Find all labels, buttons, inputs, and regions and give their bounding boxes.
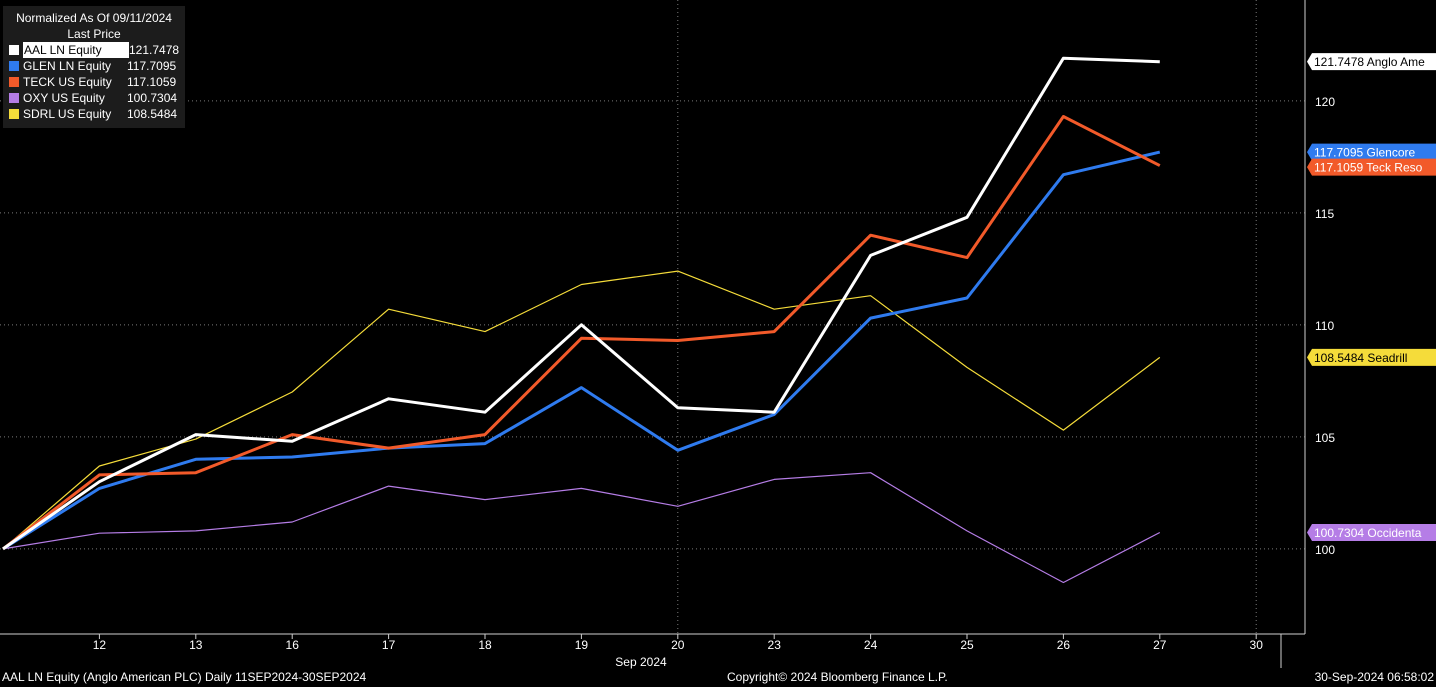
last-value-tags: 121.7478 Anglo Ame 117.7095 Glencore117.1… — [1307, 53, 1436, 542]
legend-item-sdrl[interactable]: SDRL US Equity 108.5484 — [9, 106, 179, 122]
y-tick-label-105: 105 — [1315, 431, 1335, 445]
grid-lines — [0, 0, 1305, 634]
legend-value-glen: 117.7095 — [127, 59, 177, 73]
series-line-glen — [2, 150, 1161, 551]
x-tick-label-18: 18 — [478, 638, 492, 652]
legend-header-title: Normalized As Of 09/11/2024 — [16, 11, 172, 25]
legend-value-aal: 121.7478 — [129, 43, 180, 57]
legend-name-glen: GLEN LN Equity — [23, 59, 112, 73]
value-tag-bg-glen — [1307, 143, 1436, 161]
legend-item-oxy[interactable]: OXY US Equity 100.7304 — [9, 90, 179, 106]
legend-value-sdrl: 108.5484 — [127, 107, 178, 121]
y-tick-label-100: 100 — [1315, 543, 1335, 557]
x-tick-label-27: 27 — [1153, 638, 1167, 652]
value-tag-label-teck: 117.1059 Teck Reso — [1314, 161, 1423, 175]
x-tick-label-30: 30 — [1250, 638, 1264, 652]
value-tag-label-aal: 121.7478 Anglo Ame — [1314, 55, 1425, 69]
x-tick-label-24: 24 — [864, 638, 878, 652]
series-line-teck — [2, 115, 1161, 551]
legend-name-sdrl: SDRL US Equity — [23, 107, 112, 121]
legend-name-aal: AAL LN Equity — [23, 42, 129, 58]
x-tick-label-26: 26 — [1057, 638, 1071, 652]
x-tick-label-16: 16 — [286, 638, 300, 652]
footer-timestamp: 30-Sep-2024 06:58:02 — [1314, 670, 1434, 684]
legend-name-oxy: OXY US Equity — [23, 91, 105, 105]
value-tag-label-oxy: 100.7304 Occidenta — [1314, 526, 1422, 540]
legend-item-glen[interactable]: GLEN LN Equity 117.7095 — [9, 58, 179, 74]
legend-swatch-oxy — [9, 93, 19, 103]
value-tag-bg-oxy — [1307, 524, 1436, 542]
legend-value-oxy: 100.7304 — [127, 91, 178, 105]
value-tag-bg-teck — [1307, 158, 1436, 176]
value-tag-label-glen: 117.7095 Glencore — [1314, 146, 1416, 160]
series-lines — [2, 56, 1161, 584]
legend-value-teck: 117.1059 — [127, 75, 177, 89]
legend-panel: Normalized As Of 09/11/2024 Last Price A… — [3, 6, 186, 128]
x-tick-label-25: 25 — [960, 638, 974, 652]
x-tick-label-13: 13 — [189, 638, 203, 652]
x-tick-label-19: 19 — [575, 638, 589, 652]
value-tag-bg-sdrl — [1307, 348, 1436, 366]
legend-swatch-teck — [9, 77, 19, 87]
x-tick-label-12: 12 — [93, 638, 107, 652]
footer-copyright: Copyright© 2024 Bloomberg Finance L.P. — [727, 670, 948, 684]
y-tick-label-110: 110 — [1315, 319, 1334, 333]
x-tick-label-17: 17 — [382, 638, 396, 652]
footer-security-info: AAL LN Equity (Anglo American PLC) Daily… — [2, 670, 367, 684]
legend-swatch-glen — [9, 61, 19, 71]
value-tag-label-sdrl: 108.5484 Seadrill — [1314, 351, 1407, 365]
legend-item-aal[interactable]: AAL LN Equity 121.7478 — [9, 42, 179, 58]
series-line-aal — [2, 56, 1160, 551]
legend-swatch-sdrl — [9, 109, 19, 119]
x-axis-month-label: Sep 2024 — [615, 655, 667, 669]
y-tick-label-115: 115 — [1315, 207, 1334, 221]
series-line-oxy — [2, 472, 1161, 584]
y-tick-label-120: 120 — [1315, 95, 1335, 109]
legend-name-teck: TECK US Equity — [23, 75, 112, 89]
value-tag-bg-aal — [1307, 53, 1436, 71]
series-line-sdrl — [2, 270, 1161, 550]
x-tick-label-23: 23 — [768, 638, 782, 652]
legend-item-teck[interactable]: TECK US Equity 117.1059 — [9, 74, 179, 90]
axes: 100 105 110 115 120 12 13 16 17 18 19 20 23 24 25 26 27 3… — [0, 0, 1335, 669]
legend-swatch-aal — [9, 45, 19, 55]
legend-header-subtitle: Last Price — [67, 27, 121, 41]
x-tick-label-20: 20 — [671, 638, 685, 652]
